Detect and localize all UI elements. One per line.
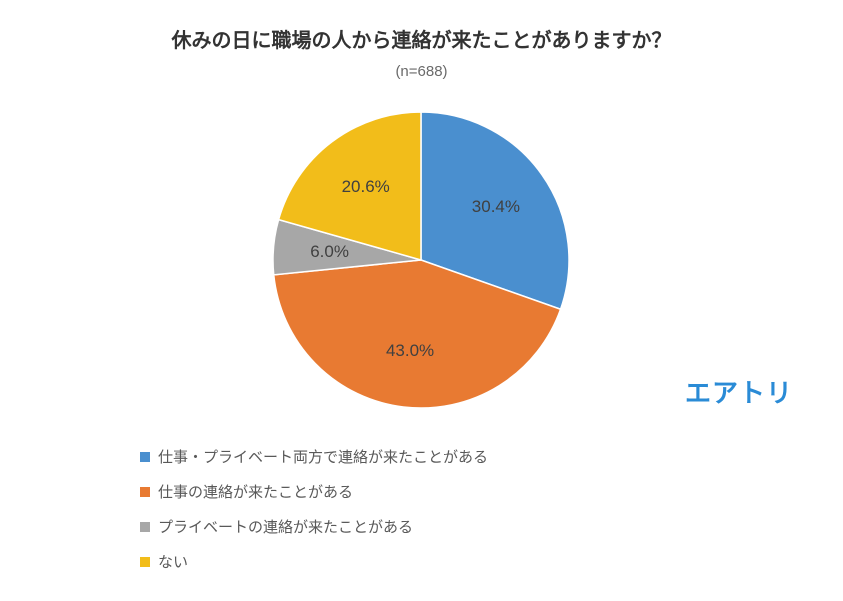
chart-title: 休みの日に職場の人から連絡が来たことがありますか？ xyxy=(0,0,843,53)
legend: 仕事・プライベート両方で連絡が来たことがある仕事の連絡が来たことがあるプライベー… xyxy=(0,440,843,572)
chart-subtitle: (n=688) xyxy=(0,63,843,80)
legend-swatch xyxy=(140,557,150,567)
slice-label: 20.6% xyxy=(342,177,390,197)
brand-logo: エアトリ xyxy=(685,373,793,410)
legend-swatch xyxy=(140,522,150,532)
legend-item: プライベートの連絡が来たことがある xyxy=(140,516,843,537)
slice-label: 6.0% xyxy=(310,242,349,262)
slice-label: 43.0% xyxy=(386,341,434,361)
legend-swatch xyxy=(140,487,150,497)
legend-label: 仕事の連絡が来たことがある xyxy=(158,481,353,502)
legend-item: ない xyxy=(140,551,843,572)
legend-swatch xyxy=(140,452,150,462)
legend-label: ない xyxy=(158,551,188,572)
legend-label: 仕事・プライベート両方で連絡が来たことがある xyxy=(158,446,488,467)
slice-label: 30.4% xyxy=(472,197,520,217)
legend-label: プライベートの連絡が来たことがある xyxy=(158,516,413,537)
legend-item: 仕事・プライベート両方で連絡が来たことがある xyxy=(140,446,843,467)
legend-item: 仕事の連絡が来たことがある xyxy=(140,481,843,502)
chart-area: エアトリ 30.4% 43.0% 6.0% 20.6% xyxy=(0,80,843,440)
